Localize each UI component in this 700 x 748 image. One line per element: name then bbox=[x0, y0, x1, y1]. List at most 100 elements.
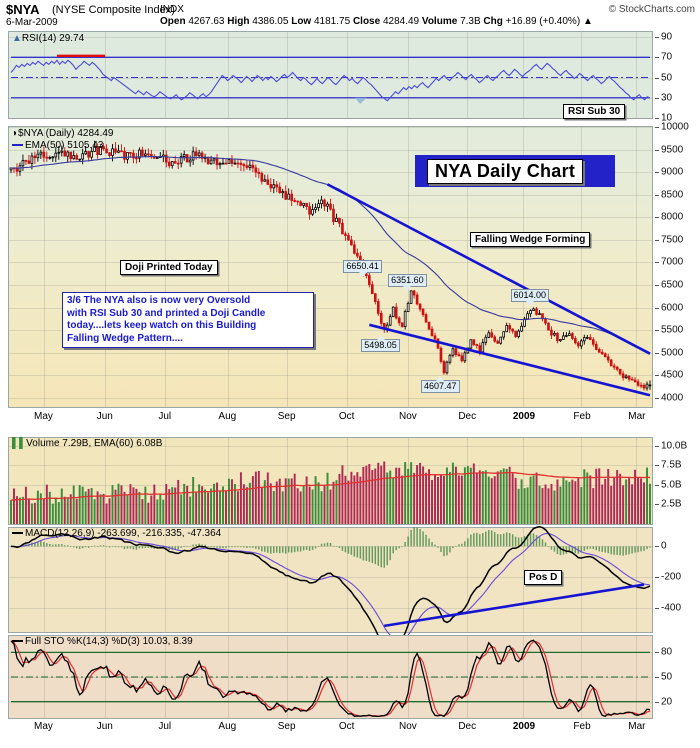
x-month-jul: Jul bbox=[158, 721, 172, 732]
sto-swatch bbox=[12, 640, 23, 643]
axis-tick-12 bbox=[655, 397, 659, 399]
stochastic-plot bbox=[10, 639, 651, 718]
axis-label-7000: 7000 bbox=[661, 256, 684, 268]
axis-label-10: 10 bbox=[661, 112, 673, 124]
axis-label-50: 50 bbox=[661, 72, 673, 84]
pos-d-tag: Pos D bbox=[524, 570, 563, 585]
axis-tick-0 bbox=[655, 546, 659, 548]
doji-tag: Doji Printed Today bbox=[120, 260, 218, 275]
x-month-nov: Nov bbox=[398, 411, 417, 422]
rsi-legend: ▲RSI(14) 29.74 bbox=[12, 33, 85, 44]
axis-label-4500: 4500 bbox=[661, 369, 684, 381]
high-label: High bbox=[227, 16, 250, 27]
source-attribution: © StockCharts.com bbox=[608, 4, 695, 15]
axis-tick-2 bbox=[655, 701, 659, 703]
axis-label-20: 20 bbox=[661, 696, 673, 708]
volume-bars bbox=[10, 461, 651, 524]
rsi-panel: ▲RSI(14) 29.74 bbox=[8, 31, 653, 119]
x-month-dec: Dec bbox=[458, 411, 477, 422]
gridline-h-4 bbox=[9, 118, 652, 119]
volume-plot bbox=[10, 461, 651, 524]
x-month-sep: Sep bbox=[277, 411, 296, 422]
axis-label-200: -200 bbox=[661, 571, 682, 583]
x-month-jun: Jun bbox=[96, 411, 113, 422]
axis-tick-3 bbox=[655, 194, 659, 196]
axis-tick-11 bbox=[655, 375, 659, 377]
index-name-label: (NYSE Composite Index) bbox=[52, 4, 175, 16]
x-month-may: May bbox=[34, 721, 53, 732]
axis-tick-9 bbox=[655, 330, 659, 332]
price-legend: ◗$NYA (Daily) 4284.49 bbox=[12, 128, 114, 139]
x-month-feb: Feb bbox=[573, 411, 591, 422]
symbol-label: $NYA bbox=[6, 2, 40, 17]
axis-tick-0 bbox=[655, 652, 659, 654]
axis-label-9000: 9000 bbox=[661, 166, 684, 178]
x-month-2009: 2009 bbox=[512, 721, 536, 732]
axis-label-70: 70 bbox=[661, 51, 673, 63]
price-callout-6650-41: 6650.41 bbox=[343, 260, 382, 278]
axis-tick-7 bbox=[655, 285, 659, 287]
x-month-oct: Oct bbox=[338, 721, 355, 732]
axis-tick-5 bbox=[655, 239, 659, 241]
x-month-sep: Sep bbox=[277, 721, 296, 732]
volume-label: Volume bbox=[421, 16, 458, 27]
x-month-dec: Dec bbox=[458, 721, 477, 732]
axis-label-10000: 10000 bbox=[661, 121, 689, 133]
axis-label-25B: 2.5B bbox=[661, 498, 682, 510]
ema50-legend: EMA(50) 5105.43 bbox=[12, 140, 103, 151]
price-callout-6351-60: 6351.60 bbox=[388, 273, 427, 291]
open-value: 4267.63 bbox=[188, 16, 225, 27]
x-month-jun: Jun bbox=[96, 721, 113, 732]
price-callout-6014-00: 6014.00 bbox=[510, 289, 550, 306]
ema50-legend-text: EMA(50) 5105.43 bbox=[25, 140, 104, 151]
axis-label-50B: 5.0B bbox=[661, 479, 682, 491]
volume-legend-text: Volume 7.29B, EMA(60) 6.08B bbox=[26, 438, 163, 449]
x-month-oct: Oct bbox=[338, 411, 355, 422]
axis-tick-3 bbox=[655, 97, 659, 99]
high-value: 4386.05 bbox=[252, 16, 289, 27]
candlestick-series bbox=[9, 140, 652, 391]
macd-line bbox=[10, 525, 651, 652]
x-month-may: May bbox=[34, 411, 53, 422]
low-value: 4181.75 bbox=[314, 16, 351, 27]
note-line-3: Falling Wedge Pattern.... bbox=[67, 332, 183, 344]
note-line-1: with RSI Sub 30 and printed a Doji Candl… bbox=[67, 307, 266, 319]
ema50-swatch bbox=[12, 144, 23, 147]
axis-tick-0 bbox=[655, 445, 659, 447]
exchange-label: INDX bbox=[160, 4, 184, 15]
axis-label-90: 90 bbox=[661, 31, 673, 43]
axis-tick-0 bbox=[655, 37, 659, 39]
axis-tick-10 bbox=[655, 352, 659, 354]
axis-tick-4 bbox=[655, 217, 659, 219]
axis-label-50: 50 bbox=[661, 671, 673, 683]
x-axis-months-top: May Jun Jul Aug Sep Oct Nov Dec 2009 Feb Mar bbox=[8, 411, 653, 427]
axis-tick-1 bbox=[655, 677, 659, 678]
macd-plot bbox=[10, 525, 651, 652]
axis-tick-1 bbox=[655, 576, 659, 578]
axis-label-100B: 10.0B bbox=[661, 440, 688, 452]
x-month-feb: Feb bbox=[573, 721, 591, 732]
macd-signal-line bbox=[11, 532, 651, 640]
rsi-plot bbox=[10, 54, 651, 104]
chg-value: +16.89 (+0.40%) bbox=[505, 16, 581, 27]
stochastic-legend: Full STO %K(14,3) %D(3) 10.03, 8.39 bbox=[12, 636, 193, 647]
price-callout-4607-47: 4607.47 bbox=[420, 375, 460, 393]
rsi-line bbox=[10, 59, 651, 102]
axis-label-7500: 7500 bbox=[661, 234, 684, 246]
axis-label-6500: 6500 bbox=[661, 279, 684, 291]
price-callout-5498-05: 5498.05 bbox=[361, 335, 400, 353]
wedge-lower-trendline bbox=[369, 323, 651, 397]
note-line-0: 3/6 The NYA also is now very Oversold bbox=[67, 295, 251, 306]
chg-label: Chg bbox=[483, 16, 503, 27]
rsi-oversold-fill bbox=[355, 97, 367, 104]
axis-tick-2 bbox=[655, 484, 659, 486]
x-month-aug: Aug bbox=[218, 721, 237, 732]
open-label: Open bbox=[160, 16, 186, 27]
x-month-aug: Aug bbox=[218, 411, 237, 422]
chg-up-arrow-icon: ▲ bbox=[582, 16, 593, 27]
axis-tick-3 bbox=[655, 504, 659, 506]
analysis-note-box: 3/6 The NYA also is now very Oversold wit… bbox=[62, 292, 314, 348]
axis-label-9500: 9500 bbox=[661, 144, 684, 156]
axis-label-5000: 5000 bbox=[661, 347, 684, 359]
close-label: Close bbox=[352, 16, 381, 27]
